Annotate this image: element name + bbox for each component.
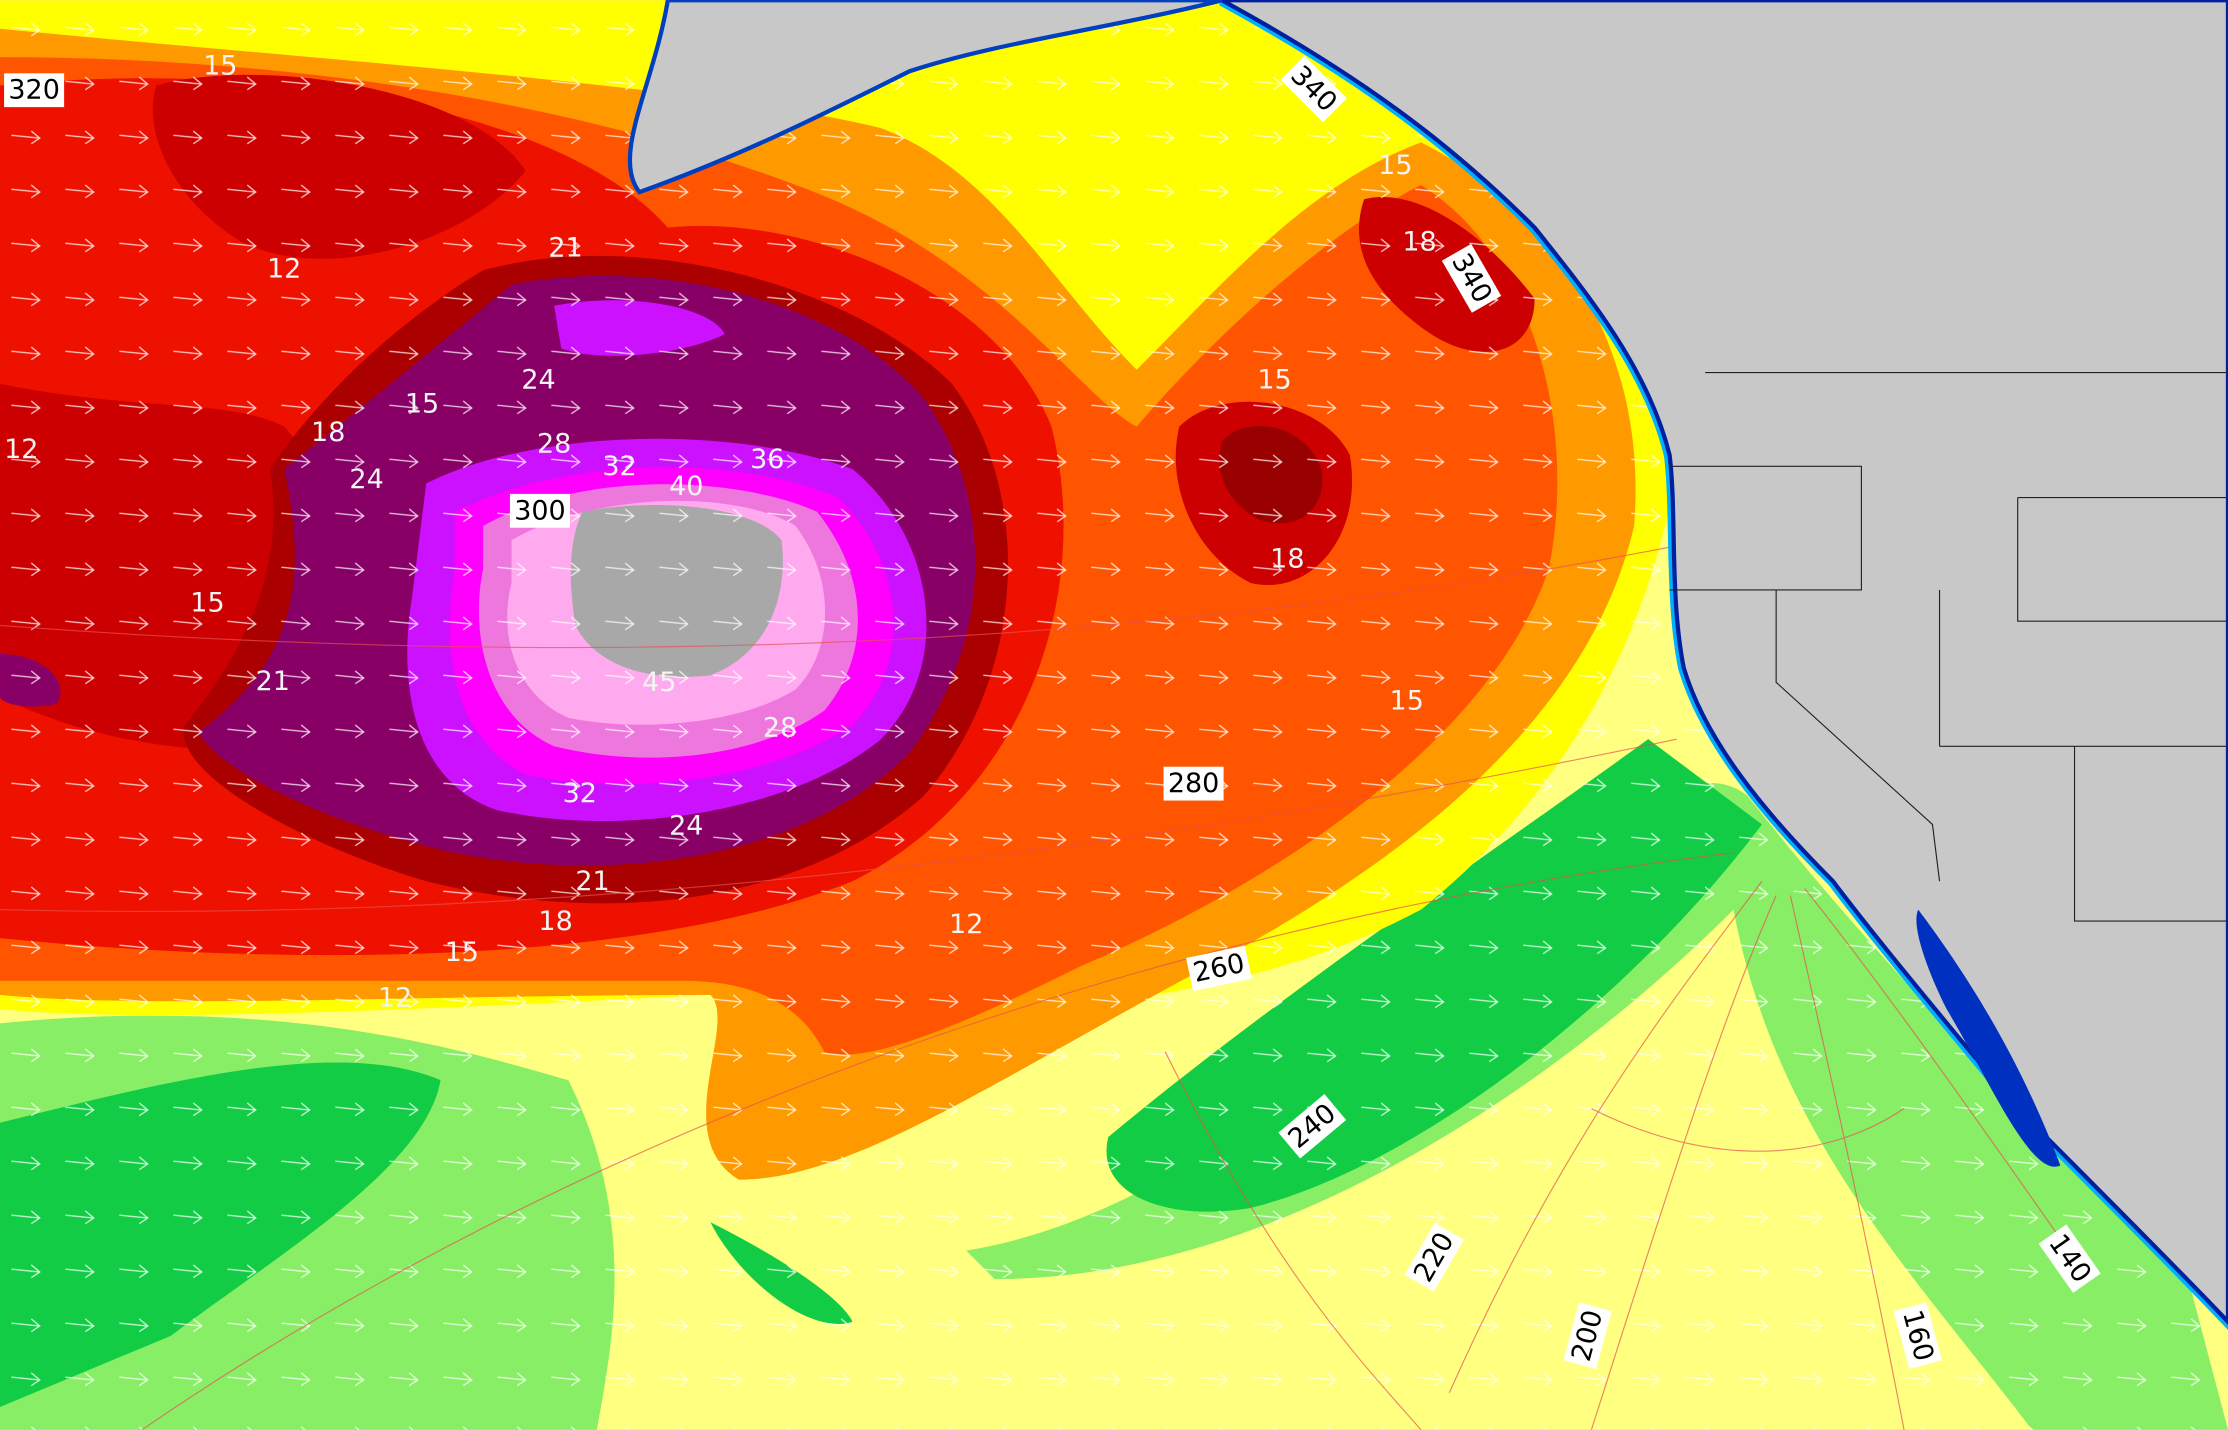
contour-label: 40 xyxy=(669,471,703,502)
contour-label: 18 xyxy=(1402,227,1436,258)
label-box xyxy=(4,73,65,108)
contour-label: 24 xyxy=(349,464,383,495)
contour-label: 45 xyxy=(642,667,676,698)
contour-label: 15 xyxy=(1257,365,1291,396)
label-box xyxy=(1441,243,1502,313)
bearing-label: 320 xyxy=(4,73,65,108)
contour-label: 18 xyxy=(538,906,572,937)
label-box xyxy=(1186,945,1252,992)
contour-label: 18 xyxy=(311,417,345,448)
contour-label: 15 xyxy=(203,51,237,82)
bearing-text: 320 xyxy=(8,75,60,106)
label-box xyxy=(509,493,570,528)
contour-label: 24 xyxy=(669,811,703,842)
contour-label: 12 xyxy=(4,434,38,465)
contour-label: 28 xyxy=(537,429,571,460)
bearing-text: 280 xyxy=(1168,768,1220,799)
contour-label: 21 xyxy=(256,666,290,697)
contour-label: 18 xyxy=(1270,544,1304,575)
contour-label: 36 xyxy=(750,444,784,475)
contour-label: 21 xyxy=(548,232,582,263)
bearing-label: 300 xyxy=(509,493,570,528)
label-box xyxy=(1278,1094,1347,1159)
land xyxy=(627,0,2228,1330)
contour-label: 15 xyxy=(405,389,439,420)
contour-label: 28 xyxy=(763,713,797,744)
contour-label: 15 xyxy=(190,588,224,619)
contour-label: 12 xyxy=(378,983,412,1014)
contour-label: 21 xyxy=(575,866,609,897)
contour-label: 32 xyxy=(602,451,636,482)
contour-label: 12 xyxy=(267,254,301,285)
label-box xyxy=(1893,1302,1942,1370)
label-box xyxy=(2038,1224,2101,1293)
label-box xyxy=(1404,1222,1464,1292)
contour-label: 15 xyxy=(1390,686,1424,717)
label-box xyxy=(1163,766,1224,801)
label-box xyxy=(1563,1302,1612,1370)
contour-label: 12 xyxy=(949,909,983,940)
bearing-text: 300 xyxy=(514,495,566,526)
contour-label: 15 xyxy=(445,937,479,968)
contour-label: 24 xyxy=(521,365,555,396)
label-box xyxy=(1280,55,1347,123)
contour-label: 15 xyxy=(1378,150,1412,181)
bearing-label: 280 xyxy=(1163,766,1224,801)
contour-label: 32 xyxy=(563,778,597,809)
